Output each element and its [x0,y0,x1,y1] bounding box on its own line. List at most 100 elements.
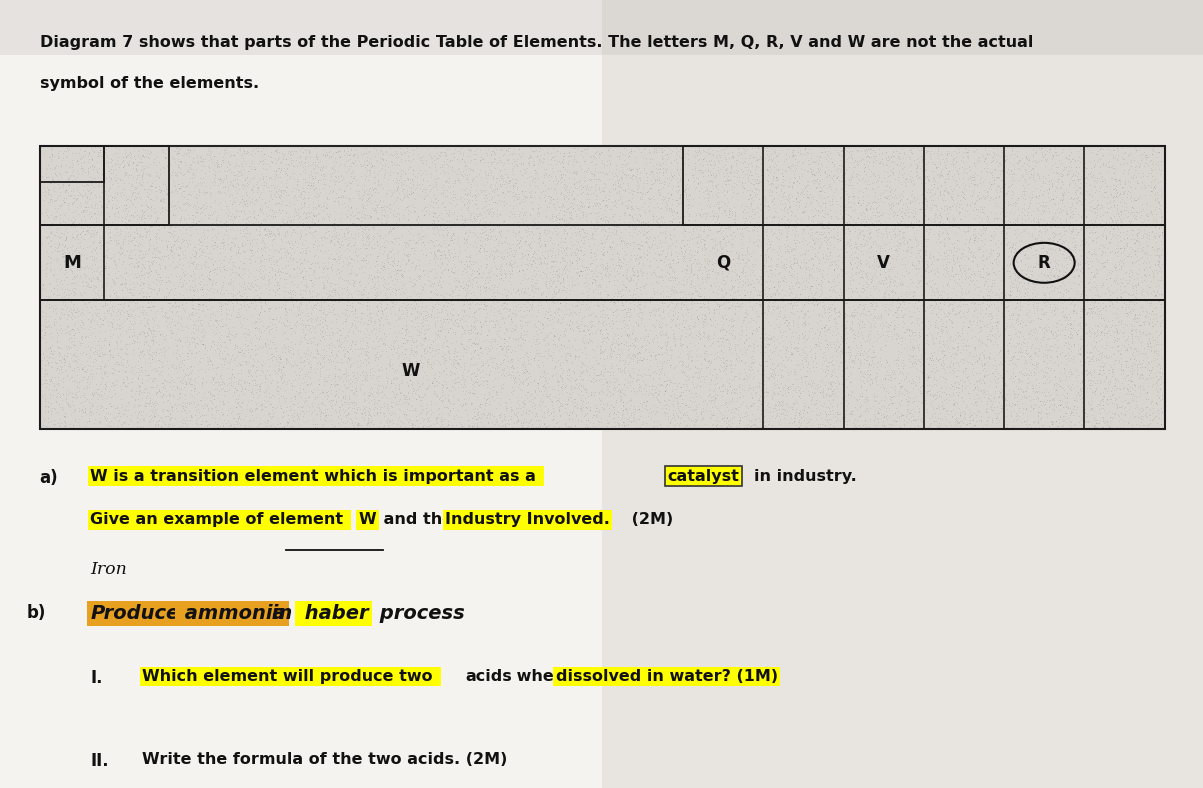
Point [229,246,248,258]
Point [263,418,283,431]
Point [444,412,463,425]
Point [356,211,375,224]
Point [747,201,766,214]
Point [494,296,514,309]
Point [165,203,184,215]
Point [624,339,644,351]
Point [706,210,725,222]
Point [717,166,736,179]
Point [1091,161,1110,173]
Point [978,165,997,178]
Point [648,304,668,317]
Point [310,368,330,381]
Point [291,308,310,321]
Point [344,147,363,160]
Point [1048,181,1067,194]
Point [1101,172,1120,184]
Point [905,210,924,223]
Point [659,214,678,227]
Point [812,204,831,217]
Point [983,165,1002,178]
Point [298,336,318,349]
Point [793,168,812,180]
Point [94,268,113,281]
Point [88,208,107,221]
Point [627,372,646,385]
Point [676,184,695,196]
Point [398,249,417,262]
Point [65,349,84,362]
Point [225,272,244,284]
Point [90,412,109,425]
Point [1103,389,1122,402]
Point [1079,245,1098,258]
Point [883,389,902,402]
Point [84,202,103,214]
Point [807,281,826,294]
Point [594,160,614,173]
Point [663,385,682,397]
Point [314,343,333,355]
Point [211,185,230,198]
Point [125,239,144,251]
Point [871,312,890,325]
Point [1020,172,1039,184]
Point [450,353,469,366]
Point [496,414,515,426]
Point [484,296,503,308]
Point [377,233,396,246]
Point [324,421,343,433]
Point [742,184,761,197]
Point [581,314,600,327]
Point [606,296,626,309]
Point [915,270,935,283]
Point [960,245,979,258]
Point [940,332,959,344]
Point [338,225,357,238]
Point [1102,407,1121,419]
Point [130,352,149,365]
Point [1013,385,1032,397]
Point [54,249,73,262]
Point [1152,187,1172,199]
Point [35,362,54,375]
Point [928,402,947,414]
Point [557,324,576,336]
Point [420,357,439,370]
Point [96,188,115,200]
Point [182,327,201,340]
Point [326,163,345,176]
Point [1012,367,1031,380]
Point [105,411,124,424]
Point [220,175,239,188]
Point [700,364,719,377]
Point [550,173,569,186]
Point [437,158,456,170]
Point [603,325,622,338]
Point [480,180,499,192]
Point [452,195,472,207]
Point [173,277,192,290]
Point [386,217,405,229]
Point [647,414,666,427]
Point [1001,288,1020,301]
Point [676,406,695,418]
Point [770,147,789,159]
Point [565,374,585,387]
Point [380,341,399,354]
Point [111,380,130,392]
Point [664,327,683,340]
Point [435,378,455,391]
Point [195,250,214,262]
Point [226,341,245,354]
Point [185,409,205,422]
Point [77,190,96,203]
Point [432,147,451,160]
Point [695,344,715,357]
Point [1085,340,1104,352]
Point [883,167,902,180]
Point [557,340,576,353]
Point [604,388,623,400]
Point [1121,181,1140,194]
Point [105,186,124,199]
